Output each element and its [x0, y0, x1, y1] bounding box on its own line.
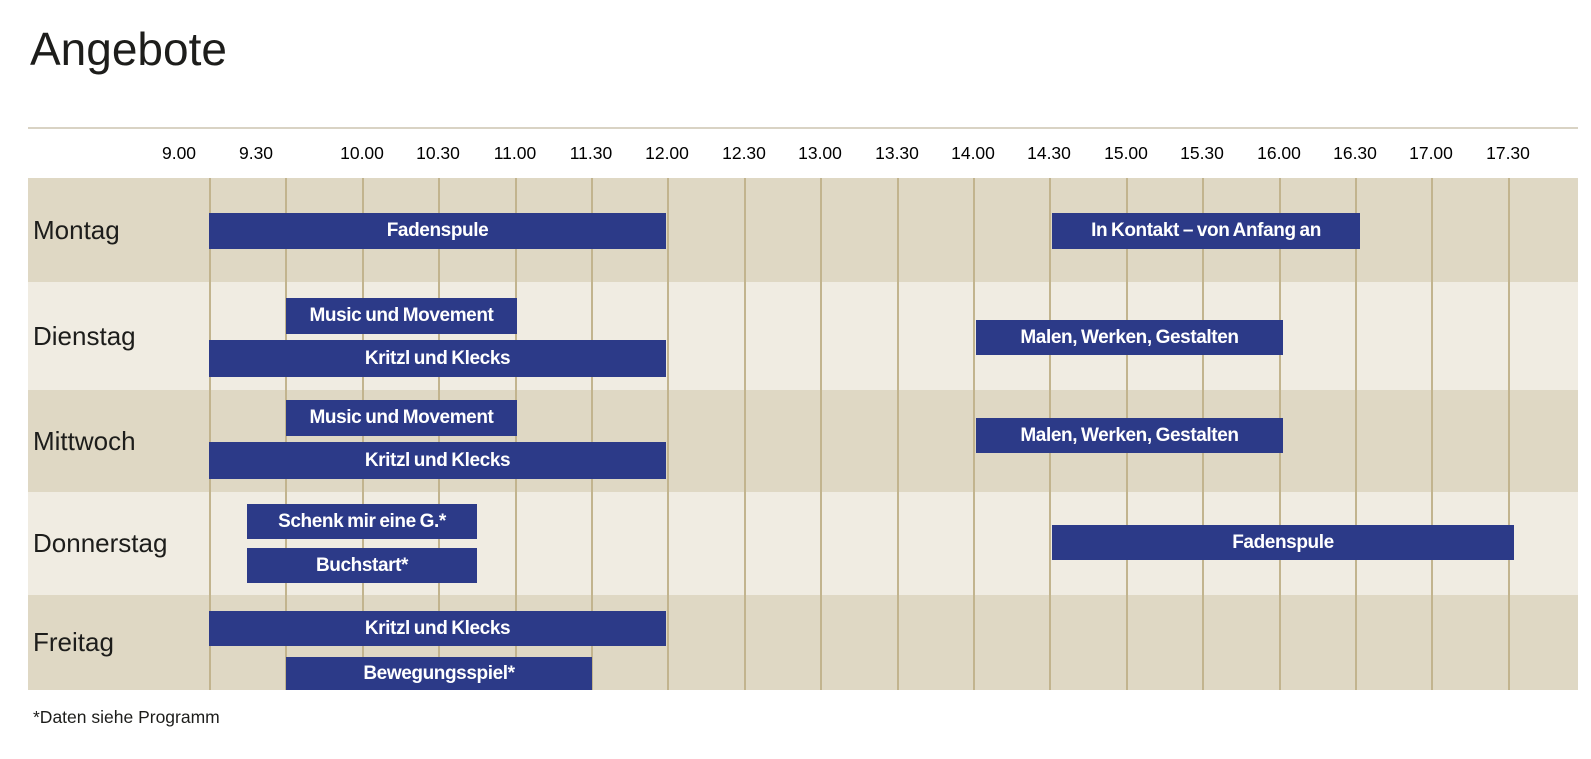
- day-label-dienstag: Dienstag: [33, 320, 136, 351]
- time-tick-1230: 12.30: [722, 143, 766, 163]
- event-malen-werken-gestalten-mittwoch: Malen, Werken, Gestalten: [976, 418, 1283, 453]
- event-kritzl-und-klecks-dienstag: Kritzl und Klecks: [209, 340, 666, 377]
- event-fadenspule-donnerstag: Fadenspule: [1052, 525, 1514, 560]
- gridline: [667, 178, 669, 690]
- time-tick-1500: 15.00: [1104, 143, 1148, 163]
- time-tick-1030: 10.30: [416, 143, 460, 163]
- time-tick-1430: 14.30: [1027, 143, 1071, 163]
- time-tick-0930: 9.30: [238, 143, 274, 163]
- time-tick-0900: 9.00: [161, 143, 197, 163]
- gridline: [973, 178, 975, 690]
- event-bewegungsspiel-freitag: Bewegungsspiel*: [286, 657, 592, 690]
- time-tick-1400: 14.00: [951, 143, 995, 163]
- page-title: Angebote: [30, 23, 227, 75]
- event-malen-werken-gestalten-dienstag: Malen, Werken, Gestalten: [976, 320, 1283, 355]
- time-tick-1130: 11.30: [569, 143, 613, 163]
- time-tick-1630: 16.30: [1333, 143, 1377, 163]
- gridline: [897, 178, 899, 690]
- event-kritzl-und-klecks-freitag: Kritzl und Klecks: [209, 611, 666, 646]
- time-tick-1600: 16.00: [1257, 143, 1301, 163]
- gridline: [820, 178, 822, 690]
- time-tick-1530: 15.30: [1180, 143, 1224, 163]
- event-fadenspule-montag: Fadenspule: [209, 213, 666, 249]
- gridline: [1431, 178, 1433, 690]
- event-in-kontakt-montag: In Kontakt – von Anfang an: [1052, 213, 1360, 249]
- time-tick-1300: 13.00: [798, 143, 842, 163]
- day-label-montag: Montag: [33, 214, 120, 245]
- day-label-mittwoch: Mittwoch: [33, 425, 136, 456]
- schedule-grid: Montag Dienstag Mittwoch Donnerstag Frei…: [28, 178, 1578, 690]
- time-tick-1330: 13.30: [875, 143, 919, 163]
- event-kritzl-und-klecks-mittwoch: Kritzl und Klecks: [209, 442, 666, 479]
- gridline: [744, 178, 746, 690]
- event-music-und-movement-mittwoch: Music und Movement: [286, 400, 517, 436]
- gridline: [591, 178, 593, 690]
- time-tick-1100: 11.00: [493, 143, 537, 163]
- day-label-freitag: Freitag: [33, 627, 114, 657]
- gridline: [1355, 178, 1357, 690]
- footnote: *Daten siehe Programm: [33, 707, 220, 727]
- time-tick-1000: 10.00: [340, 143, 384, 163]
- event-schenk-mir-eine-g-donnerstag: Schenk mir eine G.*: [247, 504, 477, 539]
- event-music-und-movement-dienstag: Music und Movement: [286, 298, 517, 334]
- time-tick-1200: 12.00: [645, 143, 689, 163]
- day-label-donnerstag: Donnerstag: [33, 528, 168, 558]
- gridline: [285, 178, 287, 690]
- header-rule: [28, 127, 1578, 129]
- gridline: [209, 178, 211, 690]
- time-tick-1730: 17.30: [1486, 143, 1530, 163]
- event-buchstart-donnerstag: Buchstart*: [247, 548, 477, 583]
- time-tick-1700: 17.00: [1409, 143, 1453, 163]
- gridline: [1508, 178, 1510, 690]
